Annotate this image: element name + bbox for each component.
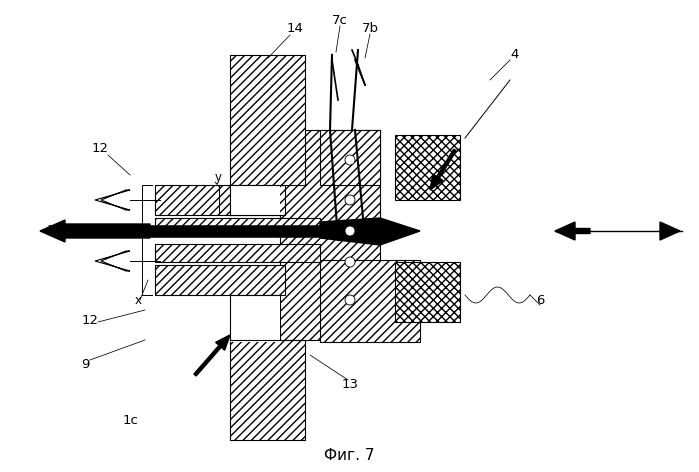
Bar [280, 130, 380, 340]
Polygon shape [320, 218, 420, 245]
Bar [155, 218, 320, 236]
Text: y: y [215, 171, 222, 185]
Bar [395, 135, 460, 200]
Bar [230, 340, 305, 440]
Text: 12: 12 [82, 313, 99, 327]
Bar [155, 244, 320, 262]
Text: 14: 14 [287, 22, 303, 34]
Text: x: x [134, 294, 141, 306]
Bar [395, 262, 460, 322]
Polygon shape [95, 190, 130, 210]
Bar [320, 130, 380, 185]
FancyArrow shape [555, 222, 590, 240]
Circle shape [345, 226, 355, 236]
Polygon shape [95, 251, 130, 271]
Text: 4: 4 [511, 49, 519, 61]
Bar [80, 226, 325, 236]
Bar [320, 260, 420, 342]
Text: 9: 9 [81, 359, 89, 371]
Bar [230, 185, 280, 215]
Circle shape [345, 195, 355, 205]
Bar [155, 265, 285, 295]
Circle shape [345, 257, 355, 267]
FancyArrow shape [660, 222, 680, 240]
FancyArrow shape [40, 220, 150, 242]
Text: 7b: 7b [361, 22, 378, 34]
Text: Фиг. 7: Фиг. 7 [324, 447, 375, 463]
Text: 1c: 1c [122, 413, 138, 427]
Circle shape [345, 155, 355, 165]
Text: 12: 12 [92, 142, 108, 154]
Bar [155, 185, 285, 215]
Text: 10: 10 [47, 225, 64, 237]
FancyArrow shape [430, 149, 456, 190]
FancyArrow shape [194, 335, 230, 376]
Text: 6: 6 [536, 294, 545, 306]
Circle shape [345, 295, 355, 305]
Bar [230, 55, 305, 185]
Text: 7c: 7c [332, 14, 348, 26]
Bar [230, 295, 280, 342]
Text: 13: 13 [342, 379, 359, 391]
